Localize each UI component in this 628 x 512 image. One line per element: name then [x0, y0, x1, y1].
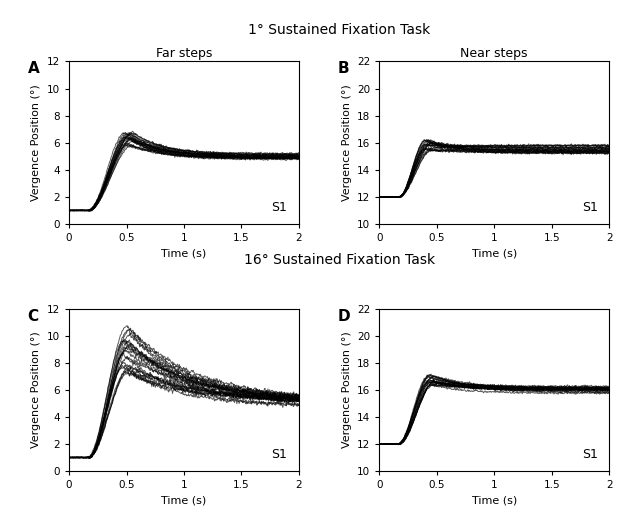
Text: S1: S1 [271, 201, 288, 214]
Text: S1: S1 [582, 201, 598, 214]
Y-axis label: Vergence Position (°): Vergence Position (°) [31, 84, 41, 201]
X-axis label: Time (s): Time (s) [472, 248, 517, 259]
Text: C: C [28, 309, 39, 324]
Title: Far steps: Far steps [156, 47, 212, 60]
Text: B: B [338, 61, 350, 76]
Title: Near steps: Near steps [460, 47, 528, 60]
Text: A: A [28, 61, 40, 76]
Text: S1: S1 [271, 449, 288, 461]
Text: 1° Sustained Fixation Task: 1° Sustained Fixation Task [248, 23, 430, 37]
Y-axis label: Vergence Position (°): Vergence Position (°) [342, 84, 352, 201]
X-axis label: Time (s): Time (s) [472, 496, 517, 506]
Text: D: D [338, 309, 350, 324]
Text: S1: S1 [582, 449, 598, 461]
X-axis label: Time (s): Time (s) [161, 496, 207, 506]
Text: 16° Sustained Fixation Task: 16° Sustained Fixation Task [244, 253, 435, 267]
Y-axis label: Vergence Position (°): Vergence Position (°) [342, 331, 352, 448]
X-axis label: Time (s): Time (s) [161, 248, 207, 259]
Y-axis label: Vergence Position (°): Vergence Position (°) [31, 331, 41, 448]
